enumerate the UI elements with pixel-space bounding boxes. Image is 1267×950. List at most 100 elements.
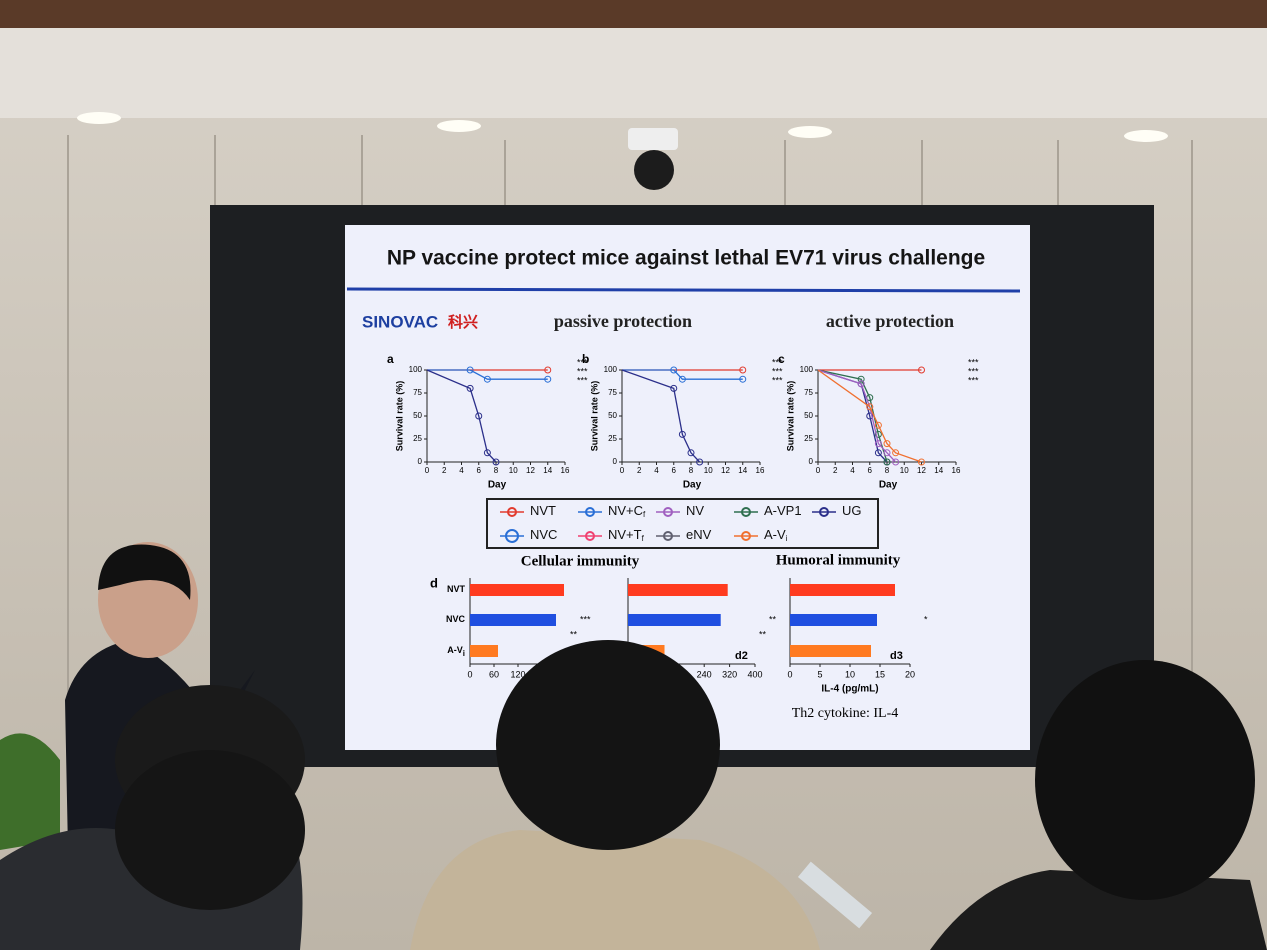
legend-label: A-VP1 [764, 503, 802, 518]
survival-point [678, 375, 686, 383]
legend-label: NVT [530, 503, 556, 518]
ceiling-trim [0, 0, 1267, 28]
x-tick-label: 0 [425, 466, 430, 475]
significance: ** [759, 629, 767, 639]
x-tick-label: 0 [787, 669, 792, 679]
x-tick-label: 16 [756, 466, 765, 475]
panel-label: b [582, 352, 589, 366]
survival-point [874, 430, 882, 438]
panel-label: d3 [890, 650, 903, 662]
survival-point [670, 366, 678, 374]
survival-line [427, 369, 548, 380]
significance: *** [577, 366, 588, 376]
x-tick-label: 8 [494, 466, 499, 475]
survival-point [892, 449, 900, 457]
group-label-text: NVC [446, 614, 466, 624]
logo-cn: 科兴 [448, 313, 478, 331]
x-tick-label: 2 [442, 466, 447, 475]
y-tick-label: 100 [604, 365, 618, 374]
y-axis-label: Survival rate (%) [785, 381, 795, 452]
x-tick-label: 2 [833, 466, 838, 475]
y-tick-label: 100 [800, 365, 814, 374]
bar [628, 614, 721, 626]
survival-point [857, 380, 865, 388]
legend-label: UG [842, 503, 862, 518]
survival-point [866, 412, 874, 420]
panel-label: a [387, 352, 394, 366]
x-tick-label: 2 [637, 466, 642, 475]
legend-label-text: NV [686, 503, 704, 518]
x-tick-label: 4 [654, 466, 659, 475]
section-title: Humoral immunity [776, 552, 901, 568]
significance: *** [577, 357, 588, 367]
y-tick-label: 0 [809, 457, 814, 466]
legend-label-sub: f [642, 534, 645, 543]
bar [790, 614, 877, 626]
x-tick-label: 10 [509, 466, 518, 475]
y-tick-label: 75 [608, 388, 617, 397]
group-label-sub: i [463, 649, 465, 658]
x-axis-label: Day [488, 480, 507, 491]
legend-marker [663, 507, 673, 517]
legend-marker [819, 507, 829, 517]
x-tick-label: 8 [885, 466, 890, 475]
x-tick-label: 240 [697, 669, 712, 679]
survival-line [621, 369, 701, 463]
survival-point [918, 366, 925, 374]
x-tick-label: 0 [816, 466, 821, 475]
x-tick-label: 6 [868, 466, 873, 475]
legend-marker [741, 507, 751, 517]
panel-label: c [778, 352, 785, 366]
bar [628, 584, 728, 596]
survival-point [687, 449, 695, 457]
significance: *** [772, 366, 783, 376]
survival-point [892, 458, 900, 466]
group-label-text: NVT [447, 584, 466, 594]
x-tick-label: 4 [459, 466, 464, 475]
survival-point [918, 458, 925, 466]
survival-point [475, 412, 483, 420]
x-axis-label: Day [683, 480, 702, 491]
legend-label: NV [686, 503, 704, 518]
y-tick-label: 0 [418, 457, 423, 466]
x-tick-label: 14 [543, 466, 552, 475]
x-tick-label: 20 [905, 669, 915, 679]
section-title: Cellular immunity [521, 553, 640, 569]
legend-label-text: A-VP1 [764, 503, 802, 518]
survival-line [426, 369, 497, 463]
survival-line [817, 369, 897, 463]
x-tick-label: 60 [489, 669, 499, 679]
audience [0, 542, 1267, 950]
x-tick-label: 12 [721, 466, 730, 475]
x-tick-label: 0 [467, 669, 472, 679]
panel-label: d [430, 575, 438, 590]
survival-point [874, 421, 882, 429]
y-tick-label: 0 [613, 457, 618, 466]
section-title: active protection [826, 311, 954, 331]
significance: *** [772, 375, 783, 385]
significance: *** [968, 375, 979, 385]
x-tick-label: 10 [900, 466, 909, 475]
x-tick-label: 16 [952, 466, 961, 475]
x-tick-label: 6 [477, 466, 482, 475]
survival-point [866, 403, 874, 411]
significance: ** [570, 629, 578, 639]
legend-label-text: UG [842, 503, 862, 518]
legend-marker [505, 529, 519, 543]
y-tick-label: 25 [608, 434, 617, 443]
x-tick-label: 0 [620, 466, 625, 475]
bar [790, 645, 871, 657]
y-tick-label: 25 [804, 434, 813, 443]
significance: *** [580, 614, 591, 624]
y-tick-label: 50 [413, 411, 422, 420]
significance: * [924, 614, 928, 624]
legend-label-text: NVC [530, 527, 557, 542]
survival-point [883, 449, 891, 457]
legend-label-text: A-V [764, 527, 786, 542]
significance: *** [772, 357, 783, 367]
group-label: NVT [447, 584, 466, 594]
y-tick-label: 75 [804, 388, 813, 397]
significance: *** [968, 366, 979, 376]
logo: SINOVAC [362, 312, 438, 331]
survival-line [817, 369, 922, 463]
